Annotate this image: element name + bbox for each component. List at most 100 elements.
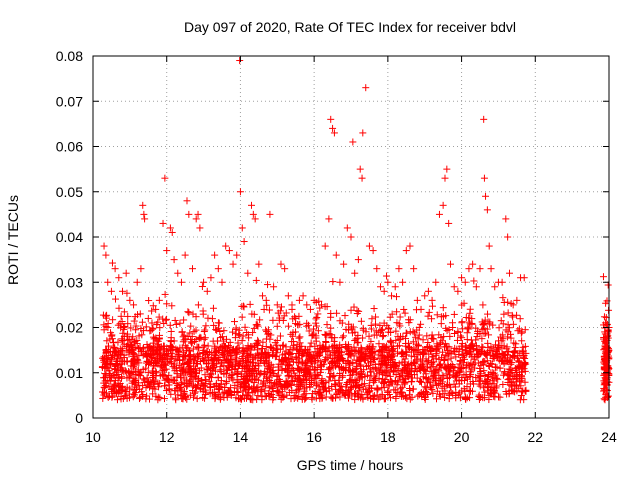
x-tick-label: 22 bbox=[527, 429, 543, 445]
data-point bbox=[401, 362, 409, 370]
data-point bbox=[349, 138, 357, 146]
data-point bbox=[221, 343, 229, 351]
data-point bbox=[388, 346, 396, 354]
data-point bbox=[338, 319, 346, 327]
data-point bbox=[166, 321, 174, 329]
data-point bbox=[487, 360, 495, 368]
data-point bbox=[234, 360, 242, 368]
data-point bbox=[315, 389, 323, 397]
data-point bbox=[130, 356, 138, 364]
data-point bbox=[424, 287, 432, 295]
data-point bbox=[450, 310, 458, 318]
data-point bbox=[249, 329, 257, 337]
data-point bbox=[447, 260, 455, 268]
data-point bbox=[459, 325, 467, 333]
data-point bbox=[111, 348, 119, 356]
data-point bbox=[265, 361, 273, 369]
data-point bbox=[129, 377, 137, 385]
data-point bbox=[167, 390, 175, 398]
data-point bbox=[376, 393, 384, 401]
data-point bbox=[264, 326, 272, 334]
data-point bbox=[437, 320, 445, 328]
data-point bbox=[255, 260, 263, 268]
data-point bbox=[476, 364, 484, 372]
y-tick-labels: 0 0.01 0.02 0.03 0.04 0.05 0.06 0.07 0.08 bbox=[56, 48, 83, 426]
data-point bbox=[107, 287, 115, 295]
data-point bbox=[394, 378, 402, 386]
data-point bbox=[354, 256, 362, 264]
data-point bbox=[259, 380, 267, 388]
data-point bbox=[513, 311, 521, 319]
data-point bbox=[159, 315, 167, 323]
data-point bbox=[207, 370, 215, 378]
data-point bbox=[499, 320, 507, 328]
data-point bbox=[515, 357, 523, 365]
data-point bbox=[187, 322, 195, 330]
data-point bbox=[203, 348, 211, 356]
data-point bbox=[468, 353, 476, 361]
data-point bbox=[385, 382, 393, 390]
data-point bbox=[436, 360, 444, 368]
data-point bbox=[439, 304, 447, 312]
data-point bbox=[108, 392, 116, 400]
data-point bbox=[495, 356, 503, 364]
data-point bbox=[295, 296, 303, 304]
data-point bbox=[369, 247, 377, 255]
data-point bbox=[139, 201, 147, 209]
data-point bbox=[120, 322, 128, 330]
data-point bbox=[469, 360, 477, 368]
data-point bbox=[333, 309, 341, 317]
data-point bbox=[388, 292, 396, 300]
data-point bbox=[522, 349, 530, 357]
data-point bbox=[392, 293, 400, 301]
data-point bbox=[167, 327, 175, 335]
data-point bbox=[360, 366, 368, 374]
data-point bbox=[456, 360, 464, 368]
data-point bbox=[437, 364, 445, 372]
data-point bbox=[251, 387, 259, 395]
data-point bbox=[206, 390, 214, 398]
data-point bbox=[204, 314, 212, 322]
data-point bbox=[147, 326, 155, 334]
data-point bbox=[117, 351, 125, 359]
data-point bbox=[509, 313, 517, 321]
data-point bbox=[110, 372, 118, 380]
data-point bbox=[213, 326, 221, 334]
data-point bbox=[252, 276, 260, 284]
data-point bbox=[102, 251, 110, 259]
data-point bbox=[389, 344, 397, 352]
data-point bbox=[469, 340, 477, 348]
data-point bbox=[355, 348, 363, 356]
data-point bbox=[336, 370, 344, 378]
data-point bbox=[503, 345, 511, 353]
data-point bbox=[323, 321, 331, 329]
data-point bbox=[227, 389, 235, 397]
data-point bbox=[189, 265, 197, 273]
data-point bbox=[124, 312, 132, 320]
data-point bbox=[521, 358, 529, 366]
data-point bbox=[104, 323, 112, 331]
x-tick-label: 16 bbox=[306, 429, 322, 445]
chart-title: Day 097 of 2020, Rate Of TEC Index for r… bbox=[184, 19, 516, 35]
data-point bbox=[397, 369, 405, 377]
data-point bbox=[467, 341, 475, 349]
data-point bbox=[186, 355, 194, 363]
data-point bbox=[238, 380, 246, 388]
data-point bbox=[180, 359, 188, 367]
data-point bbox=[294, 359, 302, 367]
data-point bbox=[400, 380, 408, 388]
data-point bbox=[235, 330, 243, 338]
data-point bbox=[322, 331, 330, 339]
data-point bbox=[135, 352, 143, 360]
data-point bbox=[479, 321, 487, 329]
data-point bbox=[234, 389, 242, 397]
data-point bbox=[248, 310, 256, 318]
data-point bbox=[294, 365, 302, 373]
x-tick-label: 18 bbox=[380, 429, 396, 445]
data-point bbox=[115, 274, 123, 282]
data-point bbox=[327, 359, 335, 367]
data-point bbox=[139, 375, 147, 383]
data-point bbox=[521, 326, 529, 334]
data-point bbox=[468, 366, 476, 374]
data-point bbox=[123, 383, 131, 391]
